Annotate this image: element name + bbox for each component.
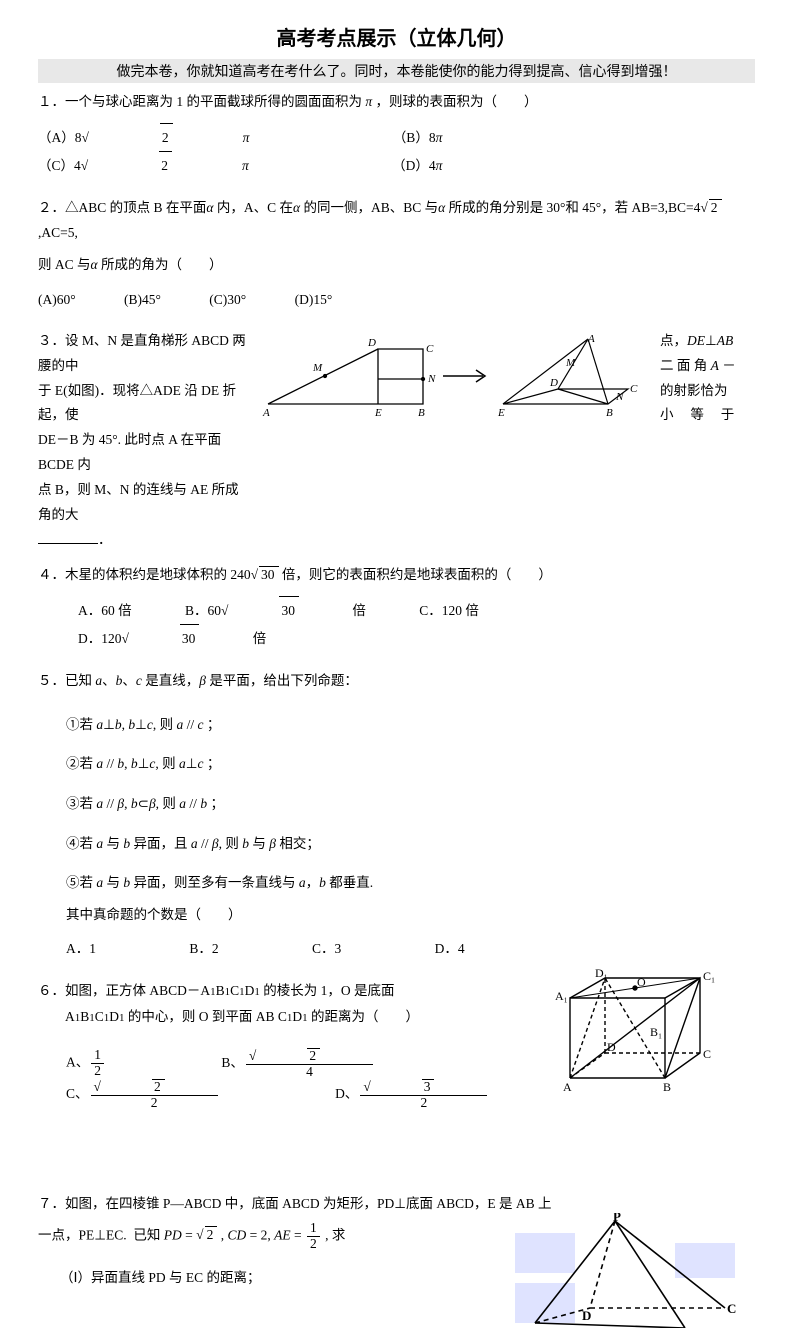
svg-text:N: N: [615, 391, 624, 403]
q3-figure: AB CD E MN: [258, 334, 658, 414]
svg-text:O: O: [637, 975, 646, 989]
q2-opt-b: (B)45°: [124, 286, 161, 313]
q2-opt-a: (A)60°: [38, 286, 76, 313]
question-6: ６．如图，正方体 ABCD－A1B1C1D1 的棱长为 1，O 是底面 A1B1…: [38, 978, 755, 1111]
svg-text:C₁: C₁: [703, 969, 715, 983]
q5-options: A．1 B．2 C．3 D．4: [66, 935, 755, 962]
question-2: ２．△ABC 的顶点 B 在平面α 内，A、C 在α 的同一侧，AB、BC 与α…: [38, 195, 755, 246]
q5-opt-d: D．4: [435, 935, 465, 962]
q5-p2: ②若 a // b, b⊥c, 则 a⊥c ；: [66, 751, 755, 777]
question-1: １．一个与球心距离为 1 的平面截球所得的圆面面积为 π ，则球的表面积为（ ）: [38, 89, 755, 115]
q1-opt-b: （B）8π: [393, 124, 513, 151]
q1-options: （A）8√2π （B）8π （C）4√2π （D）4π: [38, 123, 755, 179]
q4-opt-b: B．60√30 倍: [185, 596, 366, 624]
svg-text:A: A: [587, 334, 595, 345]
svg-text:C: C: [630, 383, 638, 395]
q3-blank: ．: [38, 528, 755, 548]
q2-options: (A)60° (B)45° (C)30° (D)15°: [38, 286, 755, 313]
svg-text:D₁: D₁: [595, 968, 608, 980]
svg-text:D: D: [367, 337, 376, 349]
q5-opt-c: C．3: [312, 935, 341, 962]
svg-text:D: D: [582, 1308, 591, 1323]
svg-text:E: E: [497, 407, 505, 419]
svg-text:M: M: [312, 362, 323, 374]
q1-opt-d: （D）4π: [392, 152, 512, 179]
q1-opt-a: （A）8√2π: [38, 123, 319, 151]
exam-page: 高考考点展示（立体几何） 做完本卷，你就知道高考在考什么了。同时，本卷能使你的能…: [0, 0, 793, 1291]
svg-text:M: M: [565, 357, 576, 369]
q1-opt-c: （C）4√2π: [38, 151, 319, 179]
question-3: ３．设 M、N 是直角梯形 ABCD 两腰的中 于 E(如图)．现将△ADE 沿…: [38, 329, 755, 529]
svg-text:P: P: [613, 1213, 621, 1224]
q3-left-text: ３．设 M、N 是直角梯形 ABCD 两腰的中 于 E(如图)．现将△ADE 沿…: [38, 329, 248, 529]
svg-text:B: B: [663, 1080, 671, 1094]
svg-text:C: C: [727, 1301, 736, 1316]
svg-text:A: A: [563, 1080, 572, 1094]
svg-text:C: C: [426, 343, 434, 355]
question-7: ７．如图，在四棱锥 P—ABCD 中，底面 ABCD 为矩形，PD⊥底面 ABC…: [38, 1191, 755, 1291]
page-subtitle: 做完本卷，你就知道高考在考什么了。同时，本卷能使你的能力得到提高、信心得到增强！: [38, 59, 755, 83]
q6-opt-b: B、√24: [221, 1048, 473, 1080]
q5-p4: ④若 a 与 b 异面，且 a // β, 则 b 与 β 相交；: [66, 831, 755, 857]
svg-text:D: D: [607, 1040, 616, 1054]
q4-options: A．60 倍 B．60√30 倍 C．120 倍 D．120√30 倍: [78, 596, 755, 652]
q2-opt-d: (D)15°: [295, 286, 333, 313]
svg-text:E: E: [374, 407, 382, 419]
svg-text:A₁: A₁: [555, 989, 568, 1003]
svg-text:A: A: [262, 407, 270, 419]
q5-p3: ③若 a // β, b⊂β, 则 a // b ；: [66, 791, 755, 817]
q3-diagram: A B C D E M N: [258, 334, 658, 419]
q3-right-text: 点，DE⊥AB 二 面 角 A － 的射影恰为 小 等 于: [660, 329, 755, 429]
svg-text:C: C: [703, 1047, 711, 1061]
q7-pyramid-figure: P D C: [505, 1213, 745, 1328]
q6-opt-a: A、12: [66, 1048, 204, 1079]
q5-tail: 其中真命题的个数是（ ）: [66, 902, 755, 928]
q4-opt-d: D．120√30 倍: [78, 624, 266, 652]
svg-text:N: N: [427, 373, 436, 385]
svg-text:B: B: [606, 407, 613, 419]
svg-text:B₁: B₁: [650, 1025, 662, 1039]
svg-text:D: D: [549, 377, 558, 389]
q4-opt-c: C．120 倍: [419, 597, 479, 624]
svg-text:B: B: [418, 407, 425, 419]
q6-cube-figure: A B C D A₁ B₁ C₁ D₁ O: [545, 968, 725, 1118]
q5-p1: ①若 a⊥b, b⊥c, 则 a // c ；: [66, 712, 755, 738]
page-title: 高考考点展示（立体几何）: [38, 22, 755, 51]
q5-p5: ⑤若 a 与 b 异面，则至多有一条直线与 a，b 都垂直.: [66, 870, 755, 896]
q4-opt-a: A．60 倍: [78, 597, 132, 624]
q6-opt-c: C、√22: [66, 1079, 318, 1111]
question-5: ５．已知 a、b、c 是直线，β 是平面，给出下列命题：: [38, 668, 755, 694]
q5-opt-b: B．2: [189, 935, 218, 962]
q5-opt-a: A．1: [66, 935, 96, 962]
question-4: ４．木星的体积约是地球体积的 240√30 倍，则它的表面积约是地球表面积的（ …: [38, 562, 755, 588]
q2-opt-c: (C)30°: [209, 286, 246, 313]
question-2-line2: 则 AC 与α 所成的角为（ ）: [38, 252, 755, 278]
